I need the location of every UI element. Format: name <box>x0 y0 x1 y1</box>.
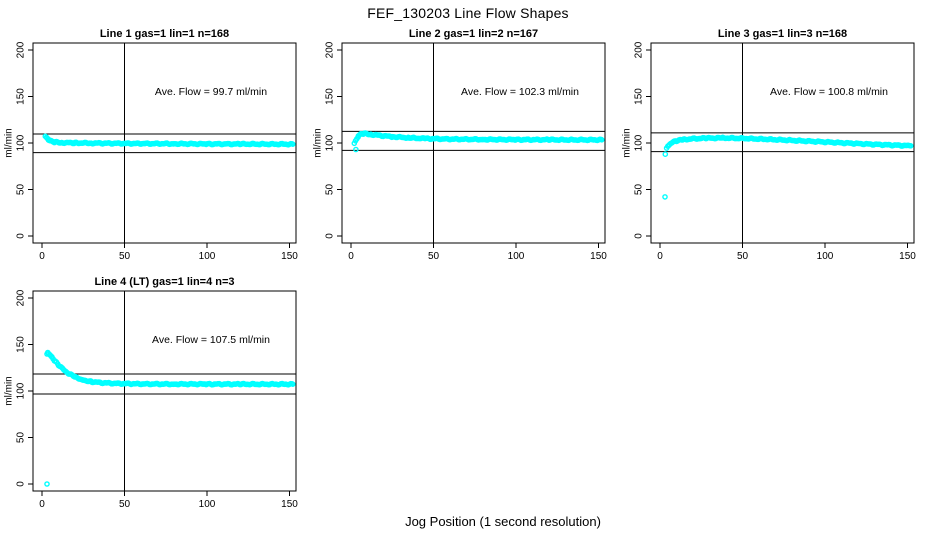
outlier-point <box>353 146 359 153</box>
x-tick-label: 100 <box>199 251 216 262</box>
ave-flow-annotation: Ave. Flow = 99.7 ml/min <box>155 86 267 98</box>
outlier-point <box>662 151 669 157</box>
y-tick-label: 200 <box>16 289 27 306</box>
y-tick-label: 100 <box>634 134 645 151</box>
panel-title: Line 2 gas=1 lin=2 n=167 <box>409 28 538 40</box>
y-axis-label: ml/min <box>313 128 324 157</box>
panel-title: Line 3 gas=1 lin=3 n=168 <box>718 28 847 40</box>
subplot-line-3: 0 50 100 150 0 50 100 150 200 ml/min Line 3 gas=1 … <box>622 28 917 262</box>
y-tick-label: 100 <box>325 134 336 151</box>
y-tick-label: 200 <box>325 41 336 58</box>
outlier-point <box>44 481 50 487</box>
data-series <box>663 134 914 151</box>
plot-frame <box>341 42 606 244</box>
y-tick-label: 100 <box>16 134 27 151</box>
ave-flow-annotation: Ave. Flow = 102.3 ml/min <box>461 86 579 98</box>
x-tick-label: 100 <box>199 499 216 510</box>
x-tick-label: 100 <box>508 251 525 262</box>
y-axis-label: ml/min <box>622 128 633 157</box>
y-tick-label: 150 <box>634 88 645 105</box>
y-tick-label: 200 <box>634 41 645 58</box>
x-tick-label: 50 <box>428 251 440 262</box>
y-tick-label: 50 <box>16 432 27 444</box>
y-tick-label: 50 <box>16 184 27 196</box>
x-tick-label: 100 <box>817 251 834 262</box>
y-tick-label: 0 <box>325 233 336 239</box>
x-tick-label: 150 <box>281 251 298 262</box>
y-tick-label: 0 <box>16 481 27 487</box>
y-tick-label: 0 <box>16 233 27 239</box>
x-tick-label: 0 <box>348 251 354 262</box>
x-axis-label: Jog Position (1 second resolution) <box>405 514 601 529</box>
y-tick-label: 0 <box>634 233 645 239</box>
panel-title: Line 1 gas=1 lin=1 n=168 <box>100 28 229 40</box>
y-tick-label: 150 <box>16 88 27 105</box>
plot-frame <box>32 290 297 492</box>
subplot-line-4: 0 50 100 150 0 50 100 150 200 ml/min Line 4 (LT) g… <box>4 276 299 510</box>
y-tick-label: 150 <box>325 88 336 105</box>
x-tick-label: 50 <box>119 499 131 510</box>
x-tick-label: 0 <box>39 251 45 262</box>
subplot-line-1: 0 50 100 150 0 50 100 150 200 ml/min Line 1 gas=1 … <box>4 28 299 262</box>
y-axis-label: ml/min <box>4 128 15 157</box>
y-tick-label: 50 <box>325 184 336 196</box>
panel-title: Line 4 (LT) gas=1 lin=4 n=3 <box>94 276 234 288</box>
data-series <box>44 349 296 388</box>
y-tick-label: 50 <box>634 184 645 196</box>
ave-flow-annotation: Ave. Flow = 100.8 ml/min <box>770 86 888 98</box>
x-tick-label: 150 <box>899 251 916 262</box>
x-tick-label: 150 <box>281 499 298 510</box>
x-tick-label: 0 <box>657 251 663 262</box>
outlier-point <box>662 194 668 200</box>
x-tick-label: 150 <box>590 251 607 262</box>
y-axis-label: ml/min <box>4 376 15 405</box>
x-tick-label: 50 <box>119 251 131 262</box>
x-tick-label: 50 <box>737 251 749 262</box>
x-tick-label: 0 <box>39 499 45 510</box>
y-tick-label: 200 <box>16 41 27 58</box>
data-series <box>351 130 605 147</box>
subplot-line-2: 0 50 100 150 0 50 100 150 200 ml/min Line 2 gas=1 … <box>313 28 608 262</box>
data-series <box>42 133 296 148</box>
y-tick-label: 150 <box>16 336 27 353</box>
figure-title: FEF_130203 Line Flow Shapes <box>367 5 569 21</box>
ave-flow-annotation: Ave. Flow = 107.5 ml/min <box>152 334 270 346</box>
y-tick-label: 100 <box>16 382 27 399</box>
